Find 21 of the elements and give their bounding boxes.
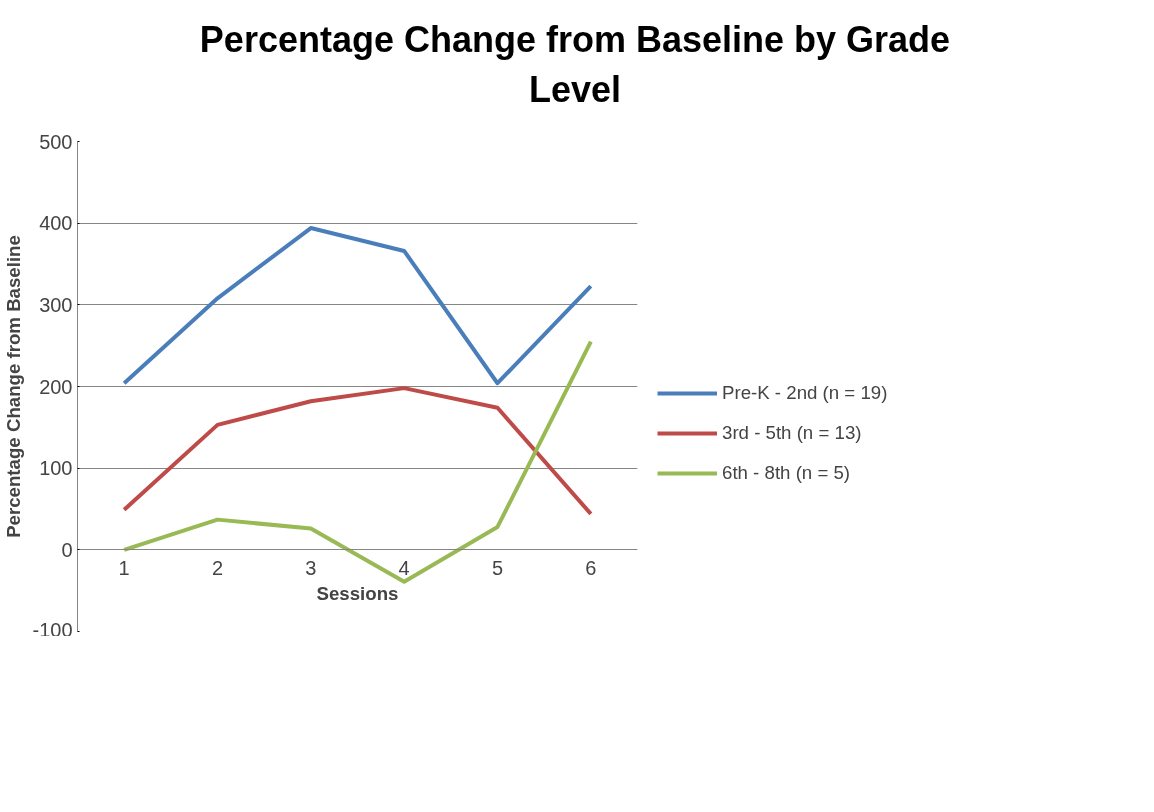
x-tick-label: 4 bbox=[398, 556, 410, 579]
y-tick-label: 100 bbox=[39, 456, 73, 479]
legend-label: Pre-K - 2nd (n = 19) bbox=[722, 382, 888, 405]
line-series bbox=[122, 225, 593, 386]
chart-title: Percentage Change from Baseline by Grade Level bbox=[198, 18, 952, 113]
y-tick-label: 0 bbox=[61, 538, 73, 561]
legend-label: 6th - 8th (n = 5) bbox=[722, 462, 851, 485]
y-tick-label: 200 bbox=[39, 375, 73, 398]
y-tick-label: 400 bbox=[39, 211, 73, 234]
x-tick-label: 6 bbox=[585, 556, 597, 579]
x-tick-label: 3 bbox=[305, 556, 317, 579]
line-series bbox=[122, 385, 593, 516]
legend-label: 3rd - 5th (n = 13) bbox=[722, 422, 862, 445]
y-axis-title: Percentage Change from Baseline bbox=[3, 234, 25, 538]
x-tick-label: 5 bbox=[491, 556, 504, 579]
y-tick-label: -100 bbox=[32, 618, 73, 641]
y-tick-label: 500 bbox=[39, 130, 73, 153]
y-tick-label: 300 bbox=[39, 293, 73, 316]
x-tick-label: 2 bbox=[211, 556, 224, 579]
x-axis-title: Sessions bbox=[316, 582, 399, 604]
x-tick-label: 1 bbox=[118, 556, 130, 579]
